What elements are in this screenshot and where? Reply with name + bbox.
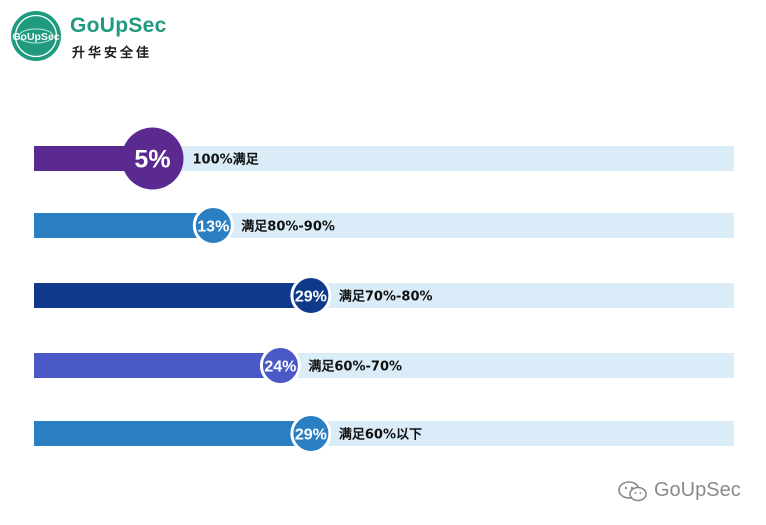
bar-category-label: 满足80%-90% — [241, 219, 335, 235]
bar-category-label: 满足60%以下 — [339, 427, 422, 443]
bar-value-label: 13% — [197, 219, 229, 236]
bar — [34, 146, 125, 171]
bar-value-circle — [259, 345, 301, 386]
wechat-watermark: GoUpSec — [618, 478, 766, 504]
bar — [34, 421, 311, 446]
bar — [34, 213, 214, 238]
wechat-icon — [618, 480, 648, 504]
watermark-text: GoUpSec — [654, 479, 741, 501]
bar-value-circle — [290, 275, 332, 316]
bar-value-label: 29% — [295, 289, 327, 306]
bar — [34, 283, 311, 308]
brand-logo: GoUpSec GoUpSec 升华安全佳 — [10, 10, 180, 62]
logo-seal-text: GoUpSec — [12, 31, 59, 43]
bar-value-circle — [290, 413, 332, 454]
bar-value-label: 24% — [264, 359, 296, 376]
brand-name: GoUpSec — [70, 14, 167, 37]
bar-category-label: 满足70%-80% — [339, 289, 433, 305]
bar-category-label: 满足60%-70% — [308, 359, 402, 375]
bar-category-label: 100%满足 — [193, 152, 260, 168]
bar — [34, 353, 281, 378]
bar-value-label: 5% — [134, 146, 170, 174]
brand-subtitle: 升华安全佳 — [72, 46, 153, 61]
logo-seal-icon: GoUpSec — [10, 10, 62, 62]
bar-value-circle — [192, 205, 234, 246]
bar-value-circle — [121, 127, 184, 190]
bar-value-label: 29% — [295, 427, 327, 444]
